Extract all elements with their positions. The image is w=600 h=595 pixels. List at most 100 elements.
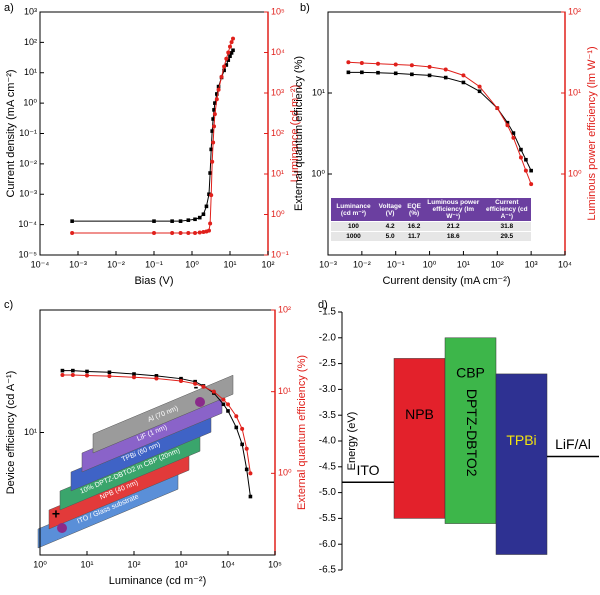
y2-tick-label: 10²	[271, 128, 284, 138]
table-header: Luminous power efficiency (lm W⁻¹)	[423, 198, 483, 222]
data-point	[393, 62, 398, 67]
data-point	[212, 108, 216, 112]
data-point	[529, 182, 534, 187]
energy-bar	[444, 337, 497, 524]
y2-axis-title: Luminance (cd m⁻²)	[289, 85, 301, 183]
data-point	[221, 397, 226, 402]
data-point	[170, 230, 175, 235]
y2-tick-label: 10¹	[568, 87, 581, 97]
bar-label: DPTZ-DBTO2	[464, 389, 480, 477]
data-point	[212, 124, 217, 129]
data-point	[210, 129, 214, 133]
table-cell: 18.6	[423, 231, 483, 241]
data-point	[107, 370, 112, 375]
data-point	[70, 230, 75, 235]
data-point	[228, 54, 232, 59]
y-axis-title: External quantum efficiency (%)	[293, 56, 305, 211]
table-header: Luminance (cd m⁻²)	[331, 198, 376, 222]
data-point	[214, 97, 219, 102]
x-tick-label: 10²	[127, 559, 140, 569]
x-tick-label: 10⁴	[558, 259, 572, 269]
y-tick-label: 10¹	[24, 427, 37, 437]
data-point	[212, 112, 217, 117]
y2-tick-label: 10⁴	[271, 47, 285, 57]
energy-bar	[393, 358, 446, 519]
data-point	[505, 120, 510, 125]
data-point	[409, 63, 414, 68]
data-point	[70, 219, 74, 223]
y-tick-label: 10⁰	[23, 98, 37, 108]
data-point	[443, 75, 448, 80]
data-point	[505, 123, 510, 128]
data-point	[193, 217, 197, 222]
y-tick-label: -5.0	[319, 487, 337, 498]
table-header: Voltage (V)	[375, 198, 405, 222]
data-point	[211, 117, 215, 121]
data-point	[410, 72, 414, 77]
data-point	[240, 442, 244, 447]
y-tick-label: 10⁻³	[19, 189, 37, 199]
data-point	[376, 61, 381, 66]
panel-label: b)	[300, 2, 310, 14]
data-point	[518, 155, 523, 160]
data-point	[132, 375, 136, 380]
data-point	[207, 192, 211, 197]
data-point	[529, 168, 533, 173]
data-point	[477, 84, 482, 89]
data-point	[208, 221, 213, 226]
y2-tick-label: 10⁻¹	[271, 249, 289, 259]
data-point	[461, 73, 466, 78]
data-point	[209, 193, 214, 198]
data-point	[224, 63, 229, 67]
data-point	[193, 379, 197, 384]
data-point	[443, 67, 448, 72]
data-point	[244, 446, 249, 451]
data-point	[229, 40, 234, 45]
y-tick-label: -3.0	[319, 384, 337, 395]
data-point	[477, 89, 482, 94]
table-cell: 16.2	[404, 221, 424, 232]
y-tick-label: -4.5	[319, 461, 337, 472]
data-point	[206, 228, 211, 233]
data-point	[523, 168, 528, 173]
data-point	[204, 204, 209, 209]
data-point	[215, 92, 219, 96]
data-point	[524, 157, 528, 162]
data-point	[228, 44, 232, 49]
data-point	[248, 471, 253, 476]
sign-plus: +	[52, 506, 60, 522]
data-point	[201, 212, 206, 217]
series-line	[348, 71, 532, 171]
data-point	[152, 219, 156, 223]
electron	[195, 397, 205, 407]
y2-tick-label: 10⁰	[568, 168, 582, 178]
panel-label: a)	[4, 2, 14, 14]
x-tick-label: 10³	[174, 559, 187, 569]
table-cell: 5.0	[375, 231, 405, 241]
data-point	[234, 414, 239, 419]
data-point	[193, 230, 198, 235]
x-tick-label: 10⁰	[423, 259, 437, 269]
y-tick-label: -4.0	[319, 436, 337, 447]
data-point	[208, 171, 212, 175]
y2-axis-title: Luminous power efficiency (lm W⁻¹)	[586, 46, 598, 220]
data-point	[178, 230, 183, 235]
x-tick-label: 10⁴	[221, 559, 235, 569]
y-tick-label: 10⁰	[311, 168, 325, 178]
y-tick-label: -1.5	[319, 307, 337, 318]
data-point	[222, 68, 226, 73]
x-tick-label: 10⁰	[33, 559, 47, 569]
data-point	[186, 218, 191, 222]
plot-frame	[39, 11, 269, 256]
series-line	[62, 374, 251, 474]
y-tick-label: -6.5	[319, 565, 337, 576]
data-point	[179, 376, 183, 381]
data-point	[210, 159, 215, 164]
data-point	[197, 215, 202, 220]
data-point	[222, 64, 227, 69]
data-point	[85, 369, 89, 374]
data-point	[519, 147, 523, 152]
bar-label: TPBi	[506, 432, 536, 448]
y-tick-label: -6.0	[319, 539, 337, 550]
